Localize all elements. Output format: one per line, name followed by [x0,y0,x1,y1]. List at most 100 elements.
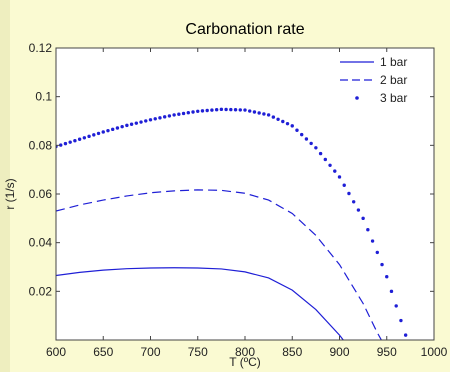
series-point-3-bar [172,113,176,117]
series-point-3-bar [224,107,228,112]
left-margin-strip [0,0,10,372]
series-point-3-bar [167,114,172,118]
y-tick-label: 0.06 [29,187,53,201]
series-point-3-bar [158,116,162,120]
series-point-3-bar [106,128,110,133]
series-point-3-bar [243,108,247,112]
series-point-3-bar [309,141,313,146]
series-point-3-bar [337,175,342,179]
series-point-3-bar [233,108,238,112]
x-tick-label: 700 [140,345,160,359]
series-point-3-bar [120,124,124,129]
y-tick-label: 0.02 [29,284,53,298]
series-point-3-bar [238,108,242,112]
series-point-3-bar [380,262,384,267]
series-point-3-bar [82,136,87,140]
series-point-3-bar [219,107,224,112]
series-point-3-bar [191,110,195,114]
series-point-3-bar [73,139,77,143]
series-point-3-bar [63,141,68,146]
x-tick-label: 750 [188,345,208,359]
series-point-3-bar [361,216,365,221]
series-point-3-bar [342,183,346,187]
series-point-3-bar [295,128,299,132]
x-tick-label: 850 [282,345,302,359]
series-point-3-bar [134,121,139,125]
series-point-3-bar [333,169,337,173]
x-tick-label: 800 [235,345,255,359]
series-point-3-bar [304,137,309,141]
series-point-3-bar [248,109,252,113]
series-point-3-bar [186,111,190,115]
y-tick-label: 0.08 [29,138,53,152]
x-tick-label: 950 [377,345,397,359]
series-point-3-bar [366,227,370,232]
series-point-3-bar [285,121,290,126]
series-point-3-bar [77,137,82,141]
series-point-3-bar [399,318,403,323]
series-point-3-bar [257,111,261,115]
series-point-3-bar [210,108,214,112]
series-point-3-bar [200,109,205,113]
series-line-2-bar [56,189,383,340]
series-point-3-bar [389,289,394,294]
series-point-3-bar [229,107,233,112]
series-point-3-bar [290,124,294,128]
series-point-3-bar [271,115,276,119]
series-point-3-bar [328,163,332,167]
series-point-3-bar [385,275,389,279]
series-point-3-bar [96,131,101,136]
y-tick-label: 0.1 [35,90,52,104]
chart-title: Carbonation rate [185,21,304,38]
series-point-3-bar [177,112,181,116]
y-tick-label: 0.04 [29,236,53,250]
series-point-3-bar [111,127,115,132]
series-point-3-bar [125,123,129,128]
series-point-3-bar [68,140,72,144]
series-point-3-bar [115,126,120,130]
series-point-3-bar [252,110,257,114]
x-tick-label: 900 [329,345,349,359]
series-line-1-bar [56,267,345,340]
series-point-3-bar [205,108,209,113]
series-point-3-bar [162,115,167,119]
series-point-3-bar [153,117,157,121]
series-point-3-bar [101,130,105,134]
series-point-3-bar [266,113,271,117]
plot-area [56,48,434,340]
series-point-3-bar [276,117,280,122]
legend-label-2-bar: 2 bar [380,73,407,87]
series-point-3-bar [403,333,408,337]
series-point-3-bar [347,191,351,196]
series-point-3-bar [375,250,379,255]
x-tick-label: 650 [93,345,113,359]
series-point-3-bar [281,119,285,124]
x-tick-label: 1000 [421,345,448,359]
series-point-3-bar [318,151,323,156]
series-point-3-bar [370,239,375,243]
legend-marker-3-bar [355,96,359,100]
series-point-3-bar [148,118,153,122]
series-point-3-bar [87,134,91,139]
series-point-3-bar [92,133,96,137]
y-tick-label: 0.12 [29,41,53,55]
series-point-3-bar [196,109,200,113]
series-point-3-bar [59,143,63,147]
series-point-3-bar [144,119,148,123]
legend-label-3-bar: 3 bar [380,91,407,105]
series-point-3-bar [262,112,266,116]
series-point-3-bar [214,108,219,112]
series-point-3-bar [139,120,143,124]
series-point-3-bar [323,157,328,162]
series-point-3-bar [314,146,318,150]
series-point-3-bar [351,200,356,204]
legend-label-1-bar: 1 bar [380,55,407,69]
series-point-3-bar [394,304,398,308]
series-point-3-bar [129,122,134,126]
x-axis-label: T (ºC) [229,355,261,369]
series-point-3-bar [181,111,186,116]
x-tick-label: 600 [46,345,66,359]
y-axis-label: r (1/s) [3,178,17,209]
